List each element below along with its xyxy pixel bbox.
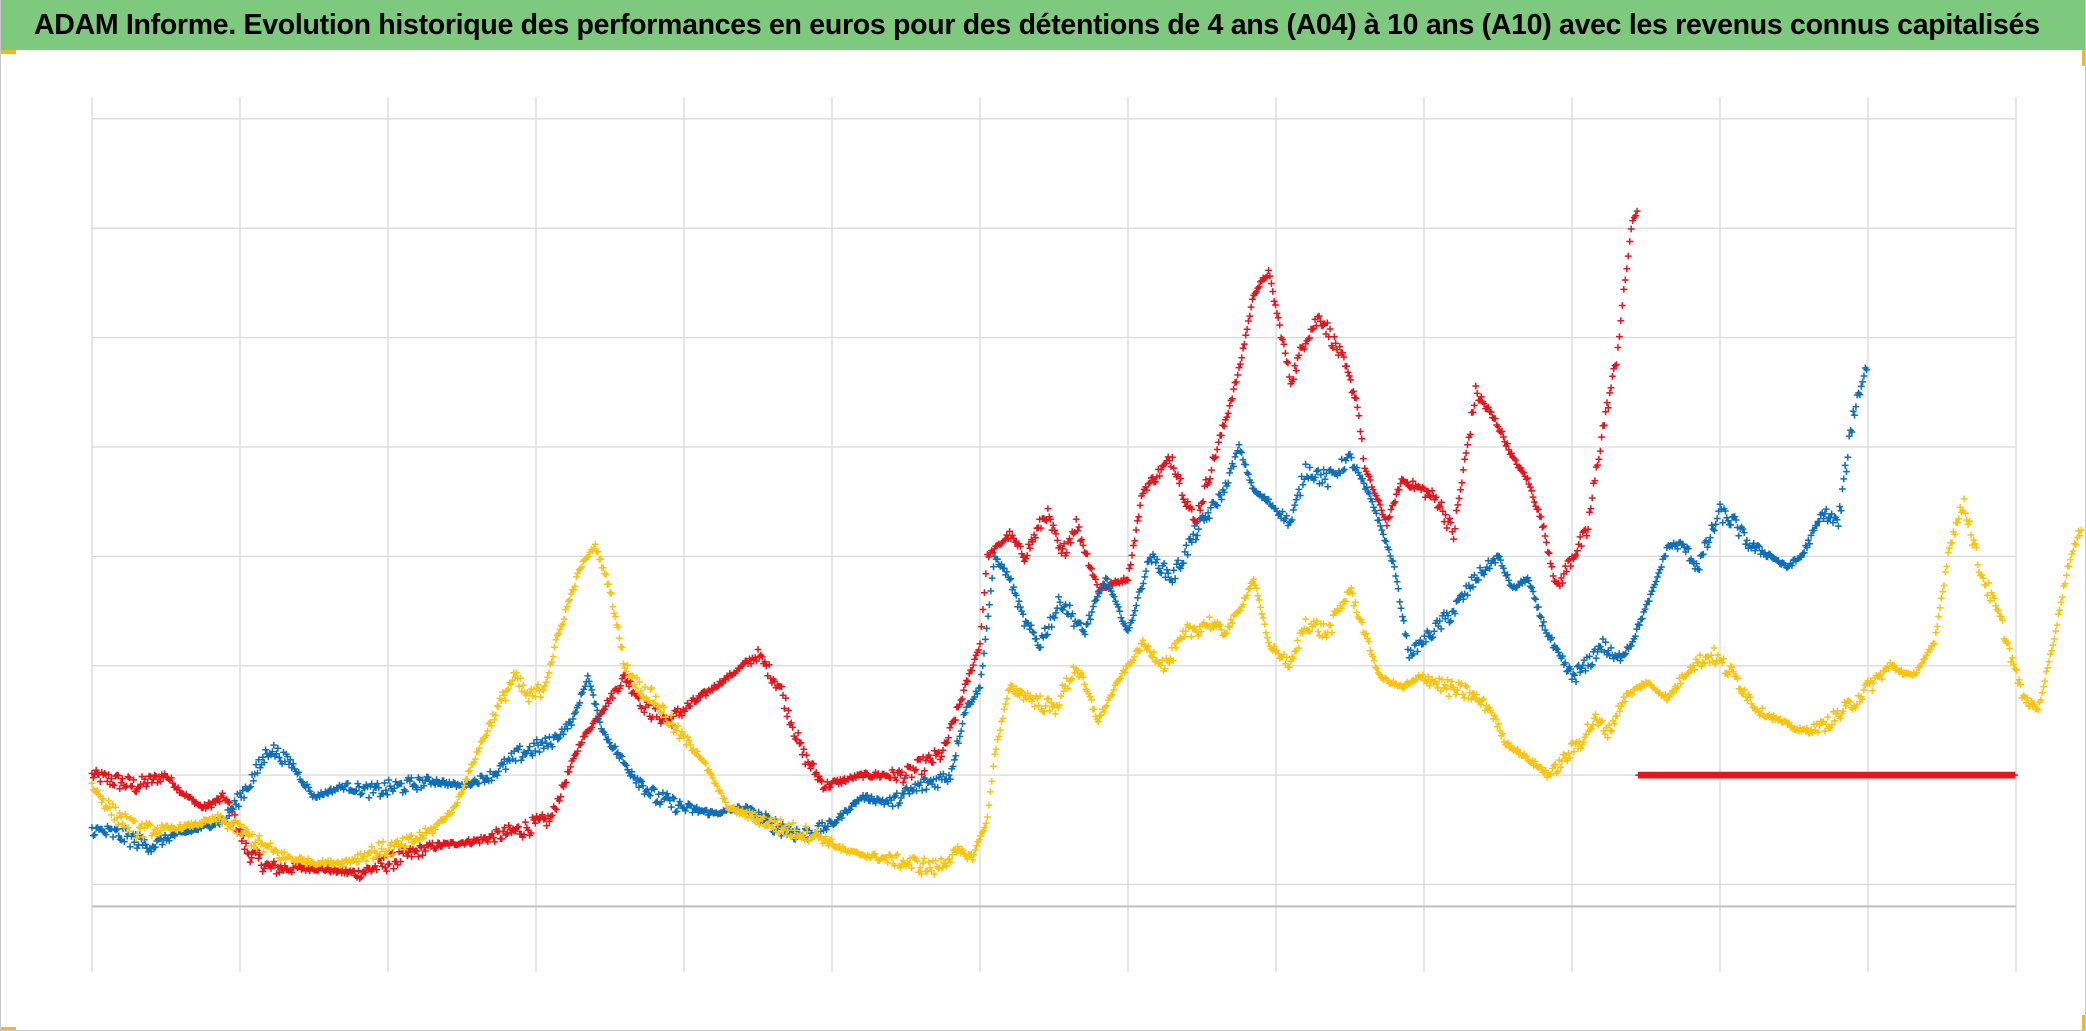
series-a10 <box>88 207 1641 882</box>
series-a04 <box>88 495 2085 878</box>
series-a10-suite <box>1635 771 2018 779</box>
marker-cloud-1 <box>88 207 1641 882</box>
chart-title-bar: ADAM Informe. Evolution historique des p… <box>0 0 2086 50</box>
marker-cloud-3 <box>88 364 1871 856</box>
marker-cloud-4 <box>88 495 2085 878</box>
series-a07 <box>88 364 1871 856</box>
series-layer <box>88 207 2085 882</box>
corner-mark-top-right <box>2082 50 2086 66</box>
marker-cloud-2 <box>1635 771 2018 779</box>
chart-title: ADAM Informe. Evolution historique des p… <box>34 8 2040 41</box>
corner-mark-top-left <box>0 50 16 54</box>
corner-mark-bottom-left <box>0 1027 16 1031</box>
corner-mark-bottom-right <box>2082 1015 2086 1031</box>
